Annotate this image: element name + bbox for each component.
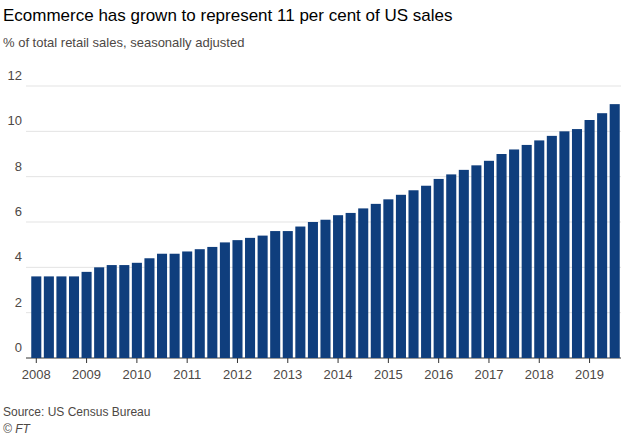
bar — [371, 204, 381, 358]
bar — [446, 174, 456, 358]
x-tick-label: 2008 — [22, 367, 51, 382]
bar — [44, 276, 54, 358]
bar — [421, 186, 431, 358]
credit: © FT — [3, 422, 32, 436]
x-tick — [438, 358, 439, 363]
chart-container: Ecommerce has grown to represent 11 per … — [0, 0, 627, 439]
bar — [572, 129, 582, 358]
y-tick-label: 10 — [8, 113, 22, 128]
bar — [497, 154, 507, 358]
title: Ecommerce has grown to represent 11 per … — [3, 6, 452, 25]
x-tick-label: 2010 — [122, 367, 151, 382]
x-tick — [136, 358, 137, 363]
bar — [484, 161, 494, 358]
x-tick-label: 2017 — [475, 367, 504, 382]
bar — [107, 265, 117, 358]
bar — [585, 120, 595, 358]
bar — [320, 220, 330, 358]
bar — [547, 136, 557, 358]
y-tick-label: 2 — [15, 295, 22, 310]
source: Source: US Census Bureau — [3, 405, 150, 419]
bar — [232, 240, 242, 358]
x-tick-label: 2015 — [374, 367, 403, 382]
bar — [383, 199, 393, 358]
bar — [94, 267, 104, 358]
y-tick-label: 8 — [15, 159, 22, 174]
bar — [245, 238, 255, 358]
bar — [295, 227, 305, 358]
bar — [31, 276, 41, 358]
chart-svg: Ecommerce has grown to represent 11 per … — [0, 0, 627, 439]
x-tick — [86, 358, 87, 363]
y-tick-label: 6 — [15, 204, 22, 219]
bar — [597, 113, 607, 358]
grid-line — [26, 176, 621, 177]
x-tick — [36, 358, 37, 363]
bar — [471, 165, 481, 358]
x-tick-label: 2018 — [525, 367, 554, 382]
bar — [144, 258, 154, 358]
x-tick-label: 2016 — [424, 367, 453, 382]
y-tick-label: 12 — [8, 68, 22, 83]
bar — [610, 104, 620, 358]
x-tick — [388, 358, 389, 363]
bar — [119, 265, 129, 358]
bar — [534, 140, 544, 358]
bar — [258, 236, 268, 358]
bar — [559, 131, 569, 358]
bar — [69, 276, 79, 358]
bar — [283, 231, 293, 358]
x-tick — [287, 358, 288, 363]
x-tick — [488, 358, 489, 363]
bar — [56, 276, 66, 358]
grid-line — [26, 131, 621, 132]
bar — [308, 222, 318, 358]
bar — [220, 242, 230, 358]
x-tick — [539, 358, 540, 363]
x-tick — [589, 358, 590, 363]
bar — [358, 208, 368, 358]
x-tick-label: 2011 — [173, 367, 201, 382]
bar — [434, 179, 444, 358]
bar — [170, 254, 180, 358]
bar — [82, 272, 92, 358]
bar — [132, 263, 142, 358]
subtitle: % of total retail sales, seasonally adju… — [3, 35, 244, 50]
y-tick-label: 4 — [15, 249, 22, 264]
bar — [509, 149, 519, 358]
bar — [396, 195, 406, 358]
bars — [31, 104, 619, 358]
bar — [207, 247, 217, 358]
bar — [333, 215, 343, 358]
bar — [157, 254, 167, 358]
bar — [459, 170, 469, 358]
y-tick-label: 0 — [15, 340, 22, 355]
x-tick-label: 2009 — [72, 367, 101, 382]
bar — [195, 249, 205, 358]
bar — [182, 251, 192, 358]
x-tick — [338, 358, 339, 363]
bar — [408, 190, 418, 358]
grid-line — [26, 86, 621, 87]
x-tick-label: 2014 — [324, 367, 353, 382]
x-tick — [187, 358, 188, 363]
bar — [270, 231, 280, 358]
bar — [522, 145, 532, 358]
bar — [346, 213, 356, 358]
x-tick-label: 2012 — [223, 367, 252, 382]
x-tick-label: 2019 — [575, 367, 604, 382]
x-tick — [237, 358, 238, 363]
x-tick-label: 2013 — [273, 367, 302, 382]
